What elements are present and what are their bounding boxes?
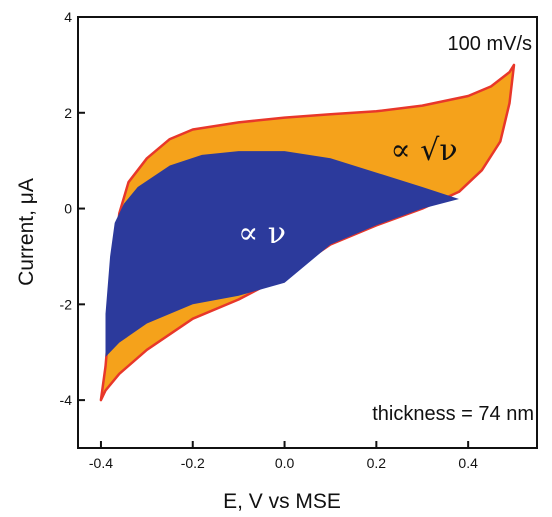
- y-tick-label: 4: [64, 9, 72, 25]
- y-tick-label: 2: [64, 105, 72, 121]
- region-label-nu: ∝ ν: [238, 216, 286, 251]
- region-label-sqrt-nu: ∝ √ν: [390, 133, 457, 168]
- annotation-scan-rate: 100 mV/s: [448, 33, 532, 55]
- x-tick-label: 0.4: [458, 455, 478, 471]
- x-tick-label: -0.2: [181, 455, 205, 471]
- x-tick-label: -0.4: [89, 455, 113, 471]
- annotation-thickness: thickness = 74 nm: [372, 403, 534, 425]
- y-tick-label: 0: [64, 201, 72, 217]
- y-tick-label: -2: [60, 296, 73, 312]
- regions-layer: [101, 65, 514, 400]
- y-axis-title: Current, μA: [15, 178, 38, 286]
- x-tick-label: 0.0: [275, 455, 295, 471]
- x-tick-label: 0.2: [367, 455, 387, 471]
- y-tick-label: -4: [60, 392, 73, 408]
- x-axis-title: E, V vs MSE: [223, 490, 341, 513]
